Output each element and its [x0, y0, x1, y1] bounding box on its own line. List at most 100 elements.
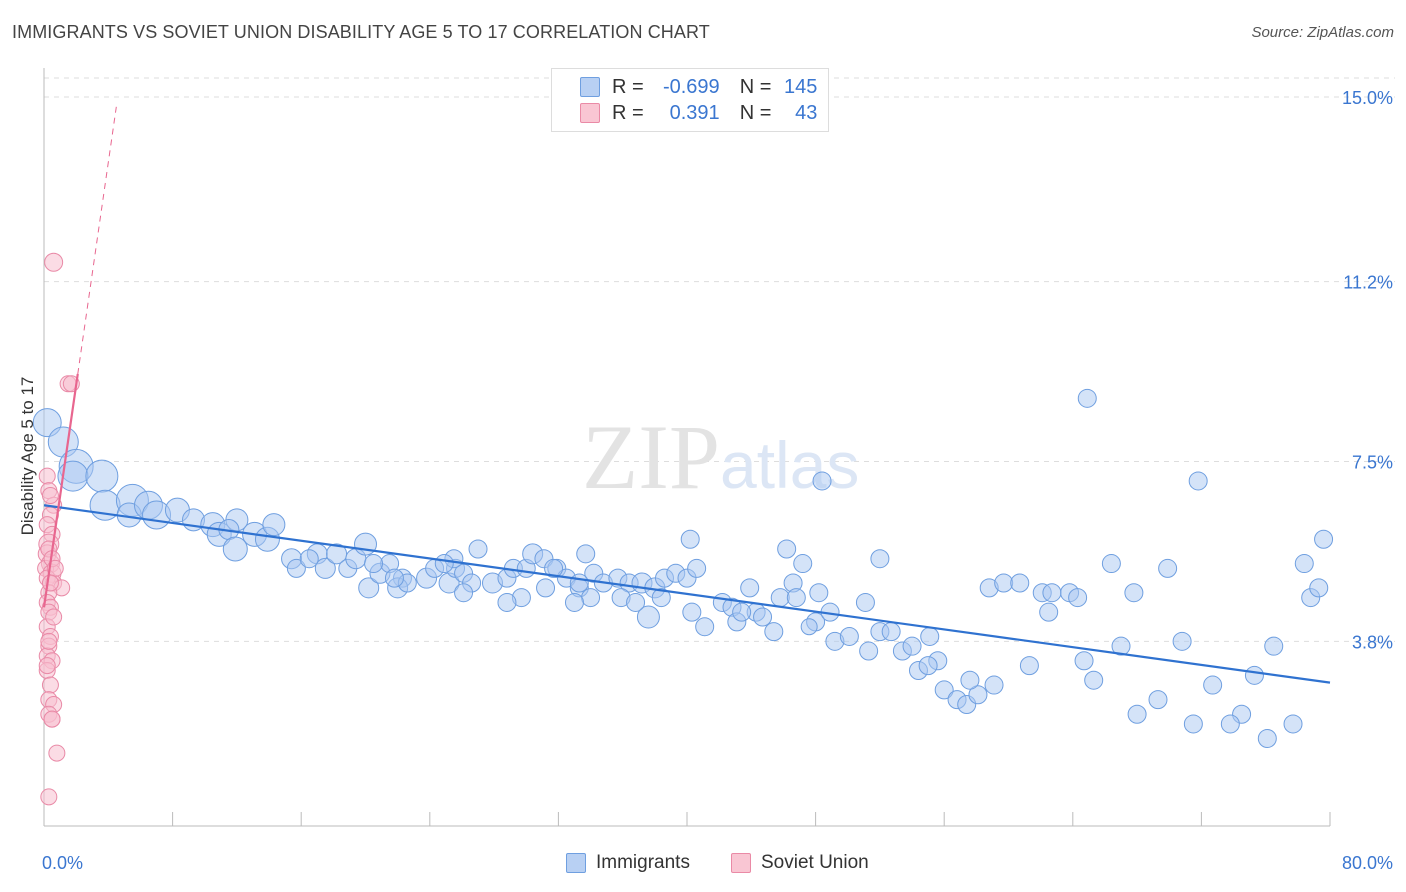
- immigrants-swatch: [566, 853, 586, 873]
- immigrants-point: [364, 554, 384, 574]
- immigrants-point: [384, 568, 404, 588]
- immigrants-point: [994, 573, 1014, 593]
- immigrants-point: [1172, 631, 1192, 651]
- immigrants-point: [581, 588, 601, 608]
- immigrants-point: [434, 554, 454, 574]
- n-label: N =: [739, 75, 772, 98]
- y-axis-label: Disability Age 5 to 17: [18, 377, 37, 536]
- immigrants-point: [682, 602, 702, 622]
- immigrants-point: [770, 588, 790, 608]
- chart-title: IMMIGRANTS VS SOVIET UNION DISABILITY AG…: [12, 22, 710, 42]
- immigrants-point: [968, 685, 988, 705]
- correlation-legend: R = -0.699 N = 145 R = 0.391 N = 43: [551, 68, 829, 132]
- soviet-union-swatch: [731, 853, 751, 873]
- immigrants-point: [839, 626, 859, 646]
- immigrants-point: [918, 656, 938, 676]
- immigrants-point: [468, 539, 488, 559]
- immigrants-point: [1042, 583, 1062, 603]
- immigrants-point: [358, 577, 380, 599]
- immigrants-point: [222, 536, 248, 562]
- immigrants-point: [1203, 675, 1223, 695]
- immigrants-point: [1283, 714, 1303, 734]
- soviet-union-point: [45, 608, 63, 626]
- immigrants-point: [569, 573, 589, 593]
- immigrants-point: [544, 558, 564, 578]
- immigrants-point: [536, 578, 556, 598]
- soviet-union-point: [48, 744, 66, 762]
- soviet-union-point: [44, 252, 64, 272]
- soviet-union-trendline-extension: [77, 106, 117, 375]
- immigrants-point: [881, 622, 901, 642]
- x-tick-label: 0.0%: [42, 853, 83, 873]
- soviet-union-point: [40, 632, 58, 650]
- legend-label-soviet-union: Soviet Union: [761, 852, 869, 873]
- immigrants-point: [85, 459, 119, 493]
- immigrants-point: [286, 558, 306, 578]
- x-tick-label: 80.0%: [1342, 853, 1393, 873]
- soviet-union-point: [43, 710, 61, 728]
- immigrants-point: [1101, 554, 1121, 574]
- n-label: N =: [739, 101, 772, 124]
- legend-item-immigrants: Immigrants: [566, 852, 690, 874]
- immigrants-point: [564, 592, 584, 612]
- immigrants-point: [764, 622, 784, 642]
- immigrants-point: [454, 583, 474, 603]
- immigrants-point: [870, 549, 890, 569]
- immigrants-point: [753, 607, 773, 627]
- soviet-union-swatch: [580, 103, 600, 123]
- immigrants-point: [777, 539, 797, 559]
- immigrants-point: [687, 558, 707, 578]
- immigrants-point: [695, 617, 715, 637]
- r-label: R =: [612, 75, 644, 98]
- soviet-union-trendline: [42, 373, 79, 608]
- watermark-atlas: atlas: [720, 428, 859, 502]
- immigrants-point: [1148, 690, 1168, 710]
- soviet-union-point: [40, 788, 58, 806]
- immigrants-point: [262, 513, 286, 537]
- immigrants-point: [740, 578, 760, 598]
- immigrants-point: [651, 588, 671, 608]
- immigrants-point: [1294, 554, 1314, 574]
- immigrants-point: [354, 532, 377, 556]
- soviet-union-point: [38, 467, 56, 485]
- immigrants-point: [1077, 388, 1097, 408]
- immigrants-point: [934, 680, 954, 700]
- r-label: R =: [612, 101, 644, 124]
- immigrants-point: [1084, 670, 1104, 690]
- immigrants-point: [920, 626, 940, 646]
- source-label: Source: ZipAtlas.com: [1251, 24, 1394, 41]
- soviet-union-point: [41, 574, 59, 592]
- immigrants-point: [299, 549, 319, 569]
- immigrants-point: [1074, 651, 1094, 671]
- legend-label-immigrants: Immigrants: [596, 852, 690, 873]
- immigrants-point: [497, 592, 517, 612]
- n-value: 145: [784, 75, 818, 98]
- immigrants-point: [859, 641, 879, 661]
- immigrants-point: [626, 592, 646, 612]
- immigrants-point: [1124, 583, 1144, 603]
- immigrants-point: [1244, 665, 1264, 685]
- n-value: 43: [795, 101, 818, 124]
- watermark-zip: ZIP: [582, 406, 720, 508]
- immigrants-point: [1010, 573, 1030, 593]
- immigrants-point: [314, 557, 336, 579]
- immigrants-point: [1111, 636, 1131, 656]
- immigrants-point: [960, 670, 980, 690]
- immigrants-point: [680, 529, 700, 549]
- immigrants-point: [1068, 588, 1088, 608]
- immigrants-point: [809, 583, 829, 603]
- immigrants-point: [1309, 578, 1329, 598]
- y-tick-label: 11.2%: [1343, 273, 1393, 293]
- immigrants-point: [1257, 729, 1277, 749]
- immigrants-point: [1127, 704, 1147, 724]
- immigrants-point: [636, 605, 660, 629]
- immigrants-point: [1220, 714, 1240, 734]
- legend-row-soviet-union: R = 0.391 N = 43: [580, 101, 817, 125]
- r-value: 0.391: [669, 101, 720, 124]
- legend-row-immigrants: R = -0.699 N = 145: [580, 75, 817, 99]
- immigrants-point: [576, 544, 596, 564]
- immigrants-point: [1039, 602, 1059, 622]
- soviet-union-point: [38, 657, 56, 675]
- immigrants-point: [1264, 636, 1284, 656]
